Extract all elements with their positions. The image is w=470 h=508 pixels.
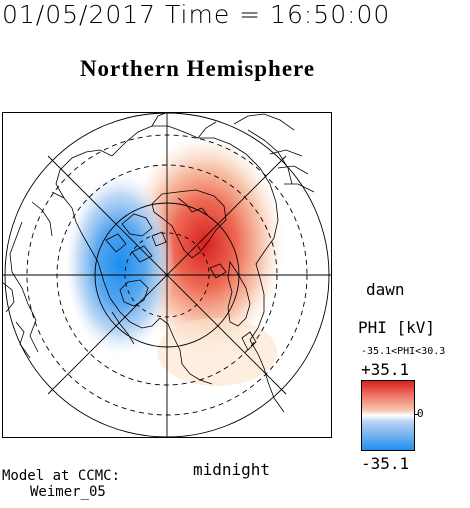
colorbar-zero-tick bbox=[414, 414, 418, 415]
legend-zero-label: 0 bbox=[417, 407, 424, 420]
model-credit-line2: Weimer_05 bbox=[30, 484, 106, 500]
coastlines bbox=[2, 112, 315, 413]
meridian-lines bbox=[2, 112, 332, 438]
midnight-label: midnight bbox=[193, 460, 271, 479]
legend-max-label: +35.1 bbox=[361, 360, 410, 379]
negative-potential-cell bbox=[65, 172, 175, 356]
legend-range: -35.1<PHI<30.3 bbox=[361, 346, 446, 357]
polar-potential-map bbox=[2, 112, 332, 438]
plot-title: Northern Hemisphere bbox=[79, 56, 316, 81]
legend-min-label: -35.1 bbox=[361, 454, 410, 473]
positive-potential-fringe bbox=[157, 318, 277, 386]
model-credit-line1: Model at CCMC: bbox=[2, 468, 121, 484]
dawn-label: dawn bbox=[366, 280, 405, 299]
legend-title: PHI [kV] bbox=[358, 318, 436, 337]
colorbar bbox=[361, 380, 415, 451]
timestamp: 01/05/2017 Time = 16:50:00 bbox=[2, 0, 391, 29]
map-frame bbox=[2, 112, 332, 438]
